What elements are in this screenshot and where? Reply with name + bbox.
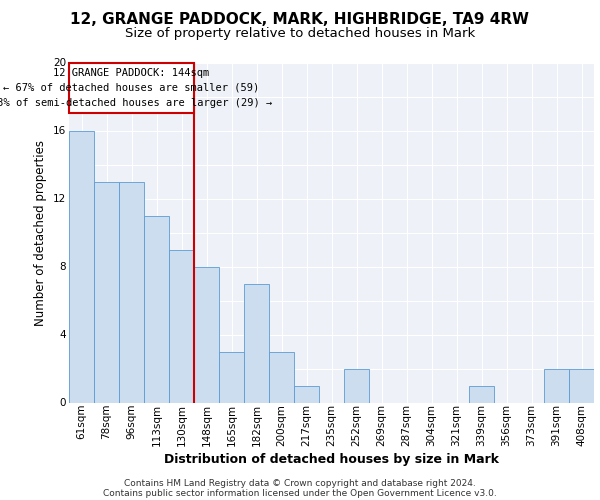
Text: 12, GRANGE PADDOCK, MARK, HIGHBRIDGE, TA9 4RW: 12, GRANGE PADDOCK, MARK, HIGHBRIDGE, TA… xyxy=(71,12,530,28)
Bar xyxy=(269,352,294,403)
Bar xyxy=(344,368,369,402)
Text: Contains public sector information licensed under the Open Government Licence v3: Contains public sector information licen… xyxy=(103,488,497,498)
Bar xyxy=(69,130,94,402)
Bar xyxy=(219,352,244,403)
Bar xyxy=(294,386,319,402)
X-axis label: Distribution of detached houses by size in Mark: Distribution of detached houses by size … xyxy=(164,453,499,466)
Bar xyxy=(569,368,594,402)
Y-axis label: Number of detached properties: Number of detached properties xyxy=(34,140,47,326)
Text: 12 GRANGE PADDOCK: 144sqm
← 67% of detached houses are smaller (59)
33% of semi-: 12 GRANGE PADDOCK: 144sqm ← 67% of detac… xyxy=(0,68,272,108)
FancyBboxPatch shape xyxy=(69,64,194,112)
Bar xyxy=(194,266,219,402)
Text: Contains HM Land Registry data © Crown copyright and database right 2024.: Contains HM Land Registry data © Crown c… xyxy=(124,478,476,488)
Text: Size of property relative to detached houses in Mark: Size of property relative to detached ho… xyxy=(125,28,475,40)
Bar xyxy=(144,216,169,402)
Bar xyxy=(119,182,144,402)
Bar xyxy=(244,284,269,403)
Bar xyxy=(469,386,494,402)
Bar xyxy=(544,368,569,402)
Bar xyxy=(94,182,119,402)
Bar xyxy=(169,250,194,402)
